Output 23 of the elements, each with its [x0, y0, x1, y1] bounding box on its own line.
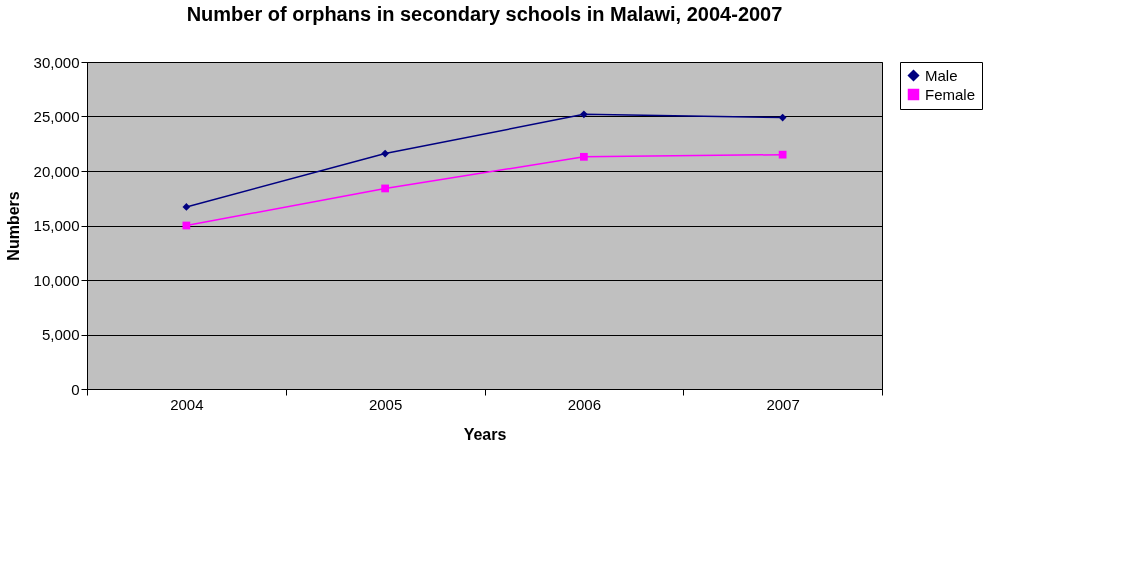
- y-tick-label: 20,000: [33, 162, 80, 180]
- point: [182, 203, 191, 211]
- point: [580, 152, 588, 161]
- y-tick-label: 30,000: [33, 53, 80, 71]
- point: [381, 184, 389, 193]
- x-tick-label: 2006: [567, 395, 602, 413]
- y-axis-title: Numbers: [4, 191, 22, 261]
- x-tick-label: 2005: [368, 395, 403, 413]
- legend-label: Female: [925, 85, 976, 103]
- y-tick-label: 5,000: [41, 326, 80, 343]
- y-tick-label: 15,000: [33, 217, 80, 234]
- point: [778, 150, 787, 159]
- y-tick-label: 25,000: [33, 108, 80, 125]
- point: [381, 149, 389, 158]
- y-tick-label: 0: [71, 380, 80, 398]
- x-axis-title: Years: [463, 425, 507, 443]
- x-tick-label: 2007: [766, 395, 800, 413]
- point: [778, 113, 787, 122]
- point: [580, 110, 588, 119]
- x-tick-label: 2004: [170, 395, 204, 413]
- y-tick-label: 10,000: [33, 271, 80, 289]
- legend-label: Male: [925, 66, 958, 84]
- chart-title: Number of orphans in secondary schools in Malawi, 2004-2007: [186, 3, 783, 25]
